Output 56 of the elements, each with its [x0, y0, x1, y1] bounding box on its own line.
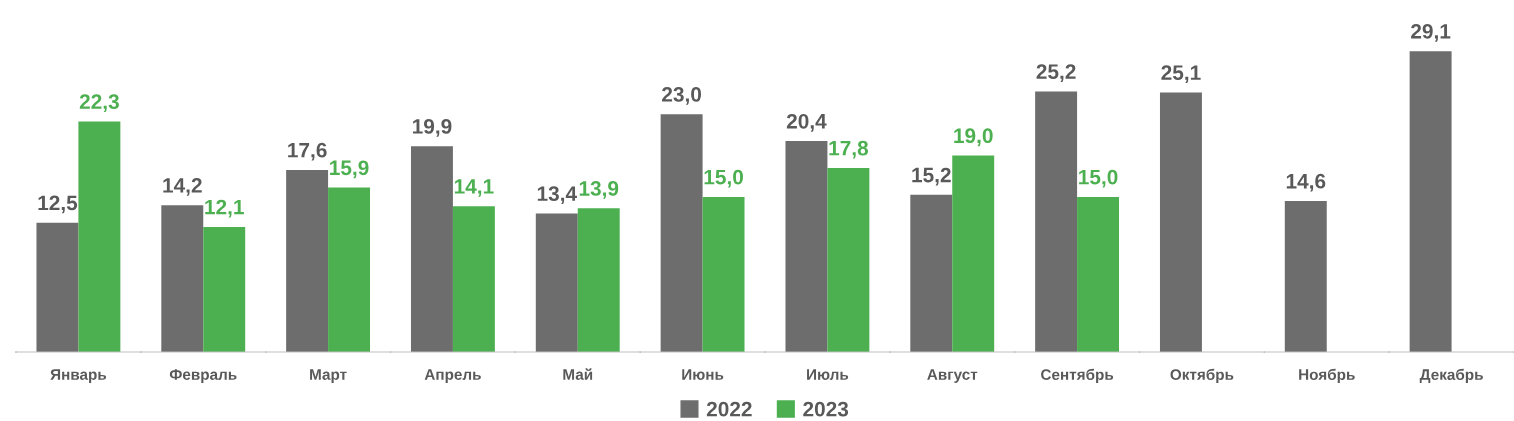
- x-tick-label: Ноябрь: [1299, 368, 1355, 384]
- x-tick-label: Апрель: [424, 369, 481, 383]
- bar: [577, 208, 620, 352]
- data-label: 13,4: [537, 186, 577, 205]
- x-tick-label: Декабрь: [1419, 368, 1483, 384]
- bar: [910, 194, 953, 352]
- x-tick-label: Июль: [807, 369, 849, 380]
- x-tick-label: Февраль: [169, 369, 237, 383]
- data-label: 15,0: [1079, 169, 1118, 188]
- data-label: 29,1: [1411, 23, 1451, 42]
- bar: [203, 226, 246, 352]
- legend-label: 2023: [803, 401, 849, 417]
- bar: [161, 205, 204, 352]
- data-label: 17,6: [288, 142, 327, 161]
- data-label: 14,1: [454, 179, 494, 197]
- data-label: 15,9: [330, 160, 369, 179]
- bar: [702, 196, 745, 352]
- bar: [1035, 91, 1078, 352]
- data-label: 19,9: [412, 119, 452, 137]
- bar: [535, 213, 578, 352]
- data-label: 25,1: [1161, 65, 1201, 84]
- bar: [785, 141, 828, 352]
- data-label: 15,0: [704, 169, 743, 188]
- x-tick-label: Август: [927, 369, 978, 383]
- bar: [286, 170, 329, 352]
- x-tick-label: Январь: [50, 369, 107, 383]
- data-label: 15,2: [912, 167, 951, 186]
- bar: [36, 222, 79, 352]
- data-label: 23,0: [662, 87, 702, 105]
- data-label: 19,0: [954, 128, 993, 147]
- bar: [328, 187, 371, 352]
- data-label: 22,3: [79, 94, 119, 113]
- data-label: 14,6: [1286, 173, 1326, 192]
- bar: [827, 167, 870, 352]
- legend-label: 2022: [706, 401, 752, 417]
- bar: [78, 121, 121, 352]
- bar: [1284, 201, 1327, 352]
- data-label: 12,5: [38, 195, 78, 214]
- bar: [452, 206, 495, 352]
- bar: [660, 114, 703, 352]
- data-label: 25,2: [1036, 64, 1076, 83]
- x-tick-label: Октябрь: [1170, 368, 1234, 384]
- x-tick-label: Май: [563, 368, 593, 380]
- data-label: 20,4: [786, 113, 827, 132]
- data-label: 17,8: [829, 140, 869, 159]
- bar: [1077, 196, 1120, 352]
- x-tick-label: Июнь: [682, 369, 724, 380]
- data-label: 14,2: [163, 177, 202, 196]
- bar: [1159, 92, 1202, 352]
- x-tick-label: Сентябрь: [1041, 368, 1114, 384]
- bar: [952, 155, 995, 352]
- x-tick-label: Март: [310, 369, 347, 383]
- bar: [410, 146, 453, 352]
- data-label: 13,9: [579, 181, 619, 199]
- bar: [1409, 51, 1452, 352]
- data-label: 12,1: [205, 199, 244, 218]
